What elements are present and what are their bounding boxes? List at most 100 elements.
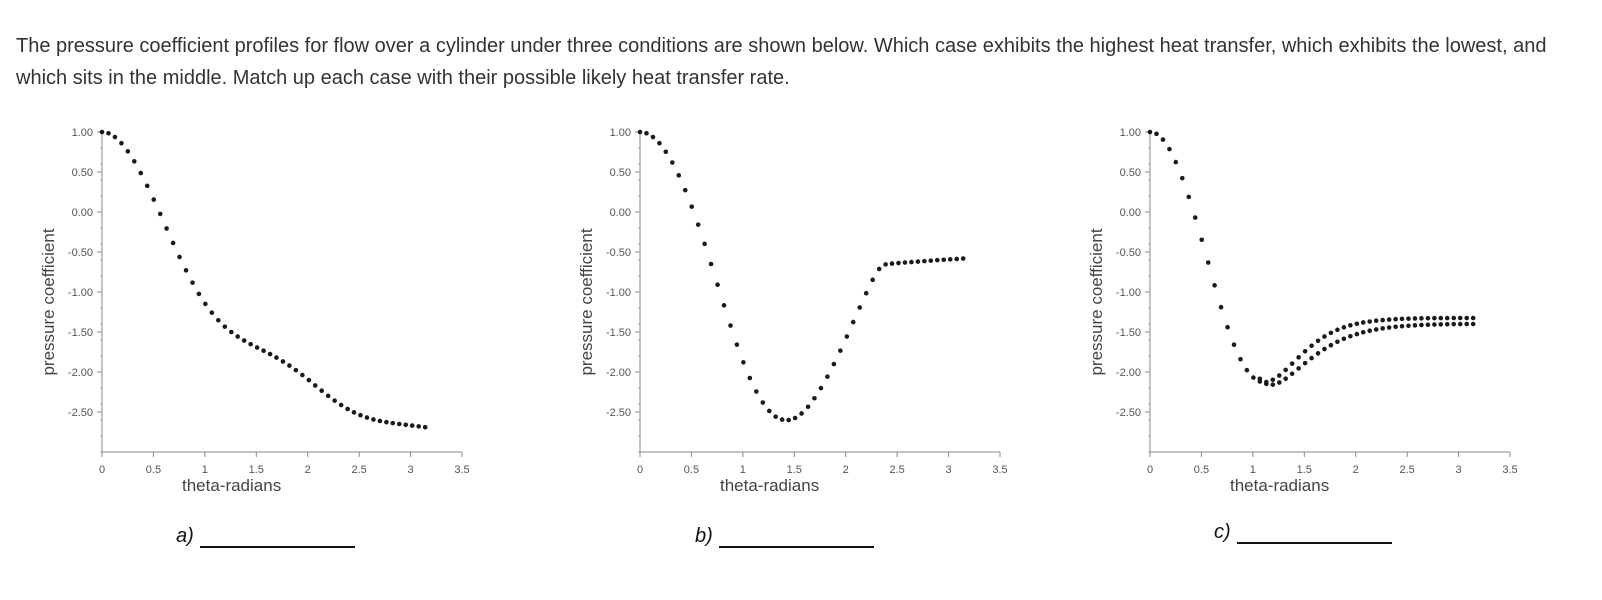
data-point xyxy=(1231,342,1237,348)
data-point xyxy=(157,211,163,217)
pressure-coefficient-chart-b: 1.00 0.50 0.00 -0.50 -1.00 -1.50 -2.00 -2.50 0 0.… xyxy=(577,127,1008,495)
data-point xyxy=(332,398,337,403)
x-tick-label: 3 xyxy=(946,464,952,476)
x-tick-label: 3.5 xyxy=(454,464,469,476)
data-point xyxy=(838,348,843,353)
x-tick-label: 1.5 xyxy=(249,464,264,476)
data-point xyxy=(371,417,376,422)
data-point xyxy=(902,260,908,265)
data-point xyxy=(364,415,370,420)
data-point xyxy=(1386,317,1392,322)
data-point xyxy=(760,400,766,405)
y-tick-label: 0.00 xyxy=(610,207,631,219)
data-point xyxy=(1186,194,1192,200)
data-point xyxy=(1238,356,1243,362)
data-point xyxy=(164,226,169,231)
y-tick-label: 0.00 xyxy=(72,207,93,219)
data-point xyxy=(934,257,940,263)
data-point xyxy=(151,197,157,202)
data-point xyxy=(844,334,850,339)
data-point xyxy=(325,393,331,399)
data-point xyxy=(922,258,927,264)
data-point xyxy=(1212,283,1217,288)
data-point xyxy=(177,254,182,260)
x-tick-label: 0.5 xyxy=(146,464,161,476)
data-point xyxy=(241,338,247,343)
y-tick-label: 0.50 xyxy=(1120,167,1141,179)
plot-b: 1.00 0.50 0.00 -0.50 -1.00 -1.50 -2.00 -2.50 0 0.… xyxy=(570,118,1070,518)
data-point xyxy=(1457,321,1463,327)
data-point xyxy=(747,375,753,381)
y-tick-label: -1.00 xyxy=(606,287,631,299)
data-point xyxy=(190,280,195,285)
data-point xyxy=(358,412,363,418)
answer-blank[interactable] xyxy=(718,524,874,548)
data-point xyxy=(267,351,273,357)
data-point xyxy=(850,319,856,325)
data-point xyxy=(216,317,221,323)
x-tick-label: 2 xyxy=(1353,464,1359,476)
data-point xyxy=(1302,360,1308,366)
data-point xyxy=(390,420,396,426)
data-point xyxy=(741,360,746,365)
data-point xyxy=(222,324,228,329)
data-point xyxy=(1173,159,1179,165)
data-point xyxy=(319,388,325,394)
data-point xyxy=(1406,323,1411,329)
data-point xyxy=(1438,322,1444,327)
data-point xyxy=(1432,322,1437,327)
data-point xyxy=(1464,321,1469,327)
data-point xyxy=(721,303,727,308)
data-point xyxy=(1309,343,1314,349)
data-point xyxy=(650,134,656,140)
data-point xyxy=(351,410,357,415)
x-tick-label: 0 xyxy=(637,464,643,476)
y-tick-label: 0.50 xyxy=(610,167,631,179)
data-point xyxy=(1283,376,1288,382)
y-tick-label: -2.00 xyxy=(68,367,93,379)
x-tick-label: 0.5 xyxy=(1194,464,1209,476)
data-point xyxy=(1354,331,1360,337)
x-tick-label: 1 xyxy=(740,464,746,476)
data-point xyxy=(1302,348,1308,354)
data-point xyxy=(1179,175,1185,181)
answer-b: b) xyxy=(695,524,874,548)
data-point xyxy=(708,261,714,267)
x-axis-title: theta-radians xyxy=(182,476,281,495)
data-point xyxy=(138,170,144,176)
y-tick-label: -2.00 xyxy=(606,367,631,379)
answer-blank[interactable] xyxy=(199,524,355,548)
data-point xyxy=(1192,215,1198,220)
y-tick-label: -1.00 xyxy=(68,287,93,299)
y-tick-label: 1.00 xyxy=(72,127,93,139)
answer-blank[interactable] xyxy=(1236,520,1392,544)
x-tick-label: 2.5 xyxy=(1399,464,1414,476)
data-point xyxy=(1406,316,1411,321)
data-point xyxy=(870,277,875,283)
data-point xyxy=(1315,338,1321,344)
data-point xyxy=(170,240,176,246)
data-point xyxy=(1348,323,1353,328)
data-point xyxy=(1470,315,1476,321)
y-tick-label: -1.00 xyxy=(1116,287,1141,299)
data-point xyxy=(416,424,421,429)
y-axis-title: pressure coefficient xyxy=(577,228,596,375)
data-point xyxy=(1276,373,1282,378)
answer-a: a) xyxy=(176,524,355,548)
data-point xyxy=(1360,320,1366,325)
y-tick-label: -1.50 xyxy=(68,327,93,339)
data-point xyxy=(831,361,837,367)
x-tick-label: 3 xyxy=(408,464,414,476)
pressure-coefficient-chart-a: 1.00 0.50 0.00 -0.50 -1.00 -1.50 -2.00 -2.50 0 0.… xyxy=(39,127,470,495)
x-tick-label: 1 xyxy=(202,464,208,476)
data-point xyxy=(805,404,811,410)
data-point xyxy=(825,374,830,379)
data-point xyxy=(779,417,785,422)
y-tick-label: -0.50 xyxy=(606,247,631,259)
data-point xyxy=(209,310,215,316)
data-point xyxy=(112,134,118,140)
data-point xyxy=(657,140,662,146)
data-point xyxy=(812,395,817,401)
data-point xyxy=(689,204,695,209)
data-point xyxy=(1205,260,1211,265)
